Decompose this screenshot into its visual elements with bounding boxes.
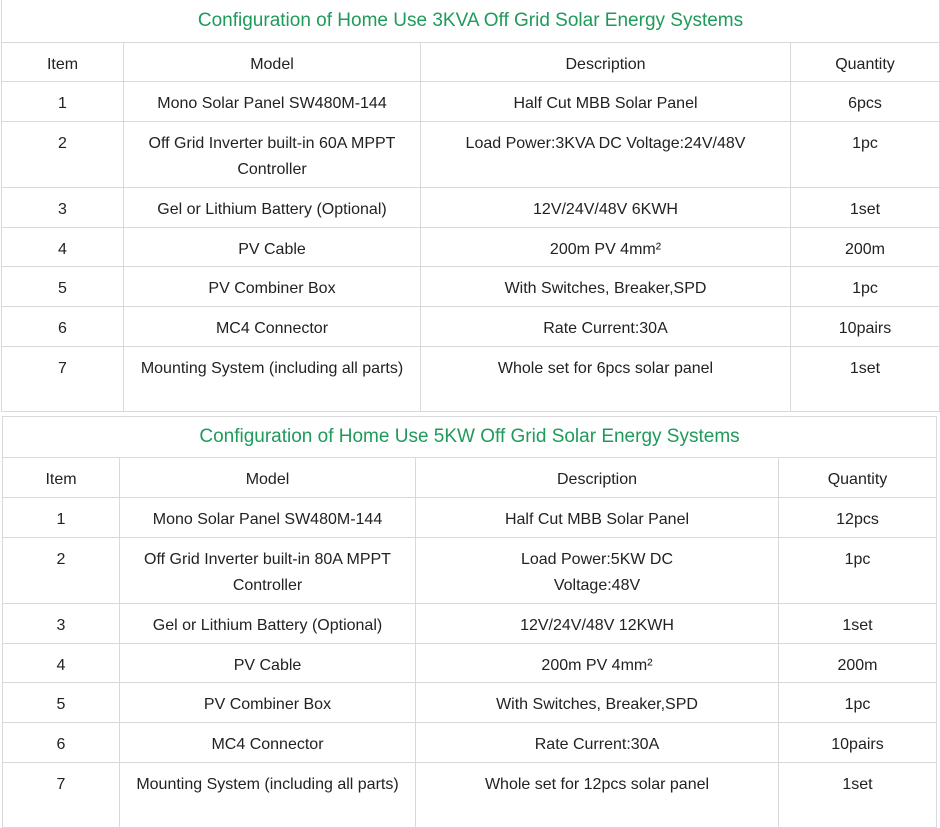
quantity-cell: 200m — [778, 643, 937, 683]
table-row: 7 Mounting System (including all parts) Wh… — [1, 346, 940, 412]
item-cell: 6 — [2, 722, 120, 763]
model-cell: Mounting System (including all parts) — [123, 346, 421, 412]
column-header: Item — [1, 42, 124, 82]
description-cell: Rate Current:30A — [415, 722, 779, 763]
quantity-cell: 1set — [778, 603, 937, 644]
table-title-row: Configuration of Home Use 3KVA Off Grid … — [0, 0, 940, 43]
table-title-row: Configuration of Home Use 5KW Off Grid S… — [2, 416, 937, 458]
table-row: 3 Gel or Lithium Battery (Optional) 12V/24… — [2, 603, 937, 644]
column-header: Quantity — [778, 457, 937, 498]
config-table-3kva: Configuration of Home Use 3KVA Off Grid … — [0, 0, 940, 412]
description-cell: 200m PV 4mm² — [415, 643, 779, 683]
item-cell: 3 — [2, 603, 120, 644]
item-cell: 6 — [1, 306, 124, 347]
quantity-cell: 10pairs — [778, 722, 937, 763]
model-cell: Mono Solar Panel SW480M-144 — [123, 81, 421, 122]
model-cell: Mounting System (including all parts) — [119, 762, 416, 828]
quantity-cell: 1set — [789, 187, 940, 228]
table-row: 1 Mono Solar Panel SW480M-144 Half Cut MBB… — [2, 497, 937, 538]
quantity-cell: 6pcs — [789, 81, 940, 122]
quantity-cell: 10pairs — [789, 306, 940, 347]
model-cell: MC4 Connector — [123, 306, 421, 347]
quantity-cell: 1pc — [778, 537, 937, 604]
description-cell: Whole set for 12pcs solar panel — [415, 762, 779, 828]
description-cell: Rate Current:30A — [420, 306, 791, 347]
model-cell: MC4 Connector — [119, 722, 416, 763]
quantity-cell: 1set — [778, 762, 937, 828]
quantity-cell: 1pc — [789, 121, 940, 188]
config-table-5kw: Configuration of Home Use 5KW Off Grid S… — [2, 416, 937, 828]
quantity-cell: 12pcs — [778, 497, 937, 538]
description-cell: Whole set for 6pcs solar panel — [420, 346, 791, 412]
description-cell: Half Cut MBB Solar Panel — [420, 81, 791, 122]
table-row: 4 PV Cable 200m PV 4mm² 200m — [2, 643, 937, 683]
description-cell: Load Power:3KVA DC Voltage:24V/48V — [420, 121, 791, 188]
item-cell: 4 — [1, 227, 124, 267]
column-header: Quantity — [789, 42, 940, 82]
item-cell: 4 — [2, 643, 120, 683]
item-cell: 3 — [1, 187, 124, 228]
table-title: Configuration of Home Use 5KW Off Grid S… — [2, 416, 937, 458]
model-cell: PV Cable — [119, 643, 416, 683]
table-row: 1 Mono Solar Panel SW480M-144 Half Cut MBB… — [1, 81, 940, 122]
table-header-row: Item Model Description Quantity — [1, 42, 940, 82]
model-cell: Mono Solar Panel SW480M-144 — [119, 497, 416, 538]
table-header-row: Item Model Description Quantity — [2, 457, 937, 498]
quantity-cell: 1pc — [789, 266, 940, 307]
item-cell: 7 — [1, 346, 124, 412]
column-header: Item — [2, 457, 120, 498]
table-row: 7 Mounting System (including all parts) Wh… — [2, 762, 937, 828]
table-row: 3 Gel or Lithium Battery (Optional) 12V/24… — [1, 187, 940, 228]
description-cell: 12V/24V/48V 6KWH — [420, 187, 791, 228]
description-cell: 12V/24V/48V 12KWH — [415, 603, 779, 644]
model-cell: PV Combiner Box — [123, 266, 421, 307]
quantity-cell: 1pc — [778, 682, 937, 723]
item-cell: 5 — [2, 682, 120, 723]
description-cell: Load Power:5KW DC Voltage:48V — [415, 537, 779, 604]
table-row: 6 MC4 Connector Rate Current:30A 10pairs — [1, 306, 940, 347]
description-cell: With Switches, Breaker,SPD — [415, 682, 779, 723]
column-header: Description — [415, 457, 779, 498]
item-cell: 2 — [2, 537, 120, 604]
model-cell: Gel or Lithium Battery (Optional) — [123, 187, 421, 228]
quantity-cell: 200m — [789, 227, 940, 267]
column-header: Description — [420, 42, 791, 82]
item-cell: 5 — [1, 266, 124, 307]
table-row: 2 Off Grid Inverter built-in 80A MPPT Con… — [2, 537, 937, 604]
table-title: Configuration of Home Use 3KVA Off Grid … — [0, 0, 940, 43]
description-cell: 200m PV 4mm² — [420, 227, 791, 267]
model-cell: PV Cable — [123, 227, 421, 267]
model-cell: PV Combiner Box — [119, 682, 416, 723]
item-cell: 1 — [2, 497, 120, 538]
model-cell: Off Grid Inverter built-in 80A MPPT Cont… — [119, 537, 416, 604]
item-cell: 7 — [2, 762, 120, 828]
description-cell: With Switches, Breaker,SPD — [420, 266, 791, 307]
column-header: Model — [119, 457, 416, 498]
description-cell: Half Cut MBB Solar Panel — [415, 497, 779, 538]
item-cell: 1 — [1, 81, 124, 122]
table-row: 2 Off Grid Inverter built-in 60A MPPT Con… — [1, 121, 940, 188]
table-row: 4 PV Cable 200m PV 4mm² 200m — [1, 227, 940, 267]
table-row: 5 PV Combiner Box With Switches, Breaker,S… — [1, 266, 940, 307]
table-row: 5 PV Combiner Box With Switches, Breaker,S… — [2, 682, 937, 723]
model-cell: Gel or Lithium Battery (Optional) — [119, 603, 416, 644]
item-cell: 2 — [1, 121, 124, 188]
quantity-cell: 1set — [789, 346, 940, 412]
column-header: Model — [123, 42, 421, 82]
table-row: 6 MC4 Connector Rate Current:30A 10pairs — [2, 722, 937, 763]
model-cell: Off Grid Inverter built-in 60A MPPT Cont… — [123, 121, 421, 188]
